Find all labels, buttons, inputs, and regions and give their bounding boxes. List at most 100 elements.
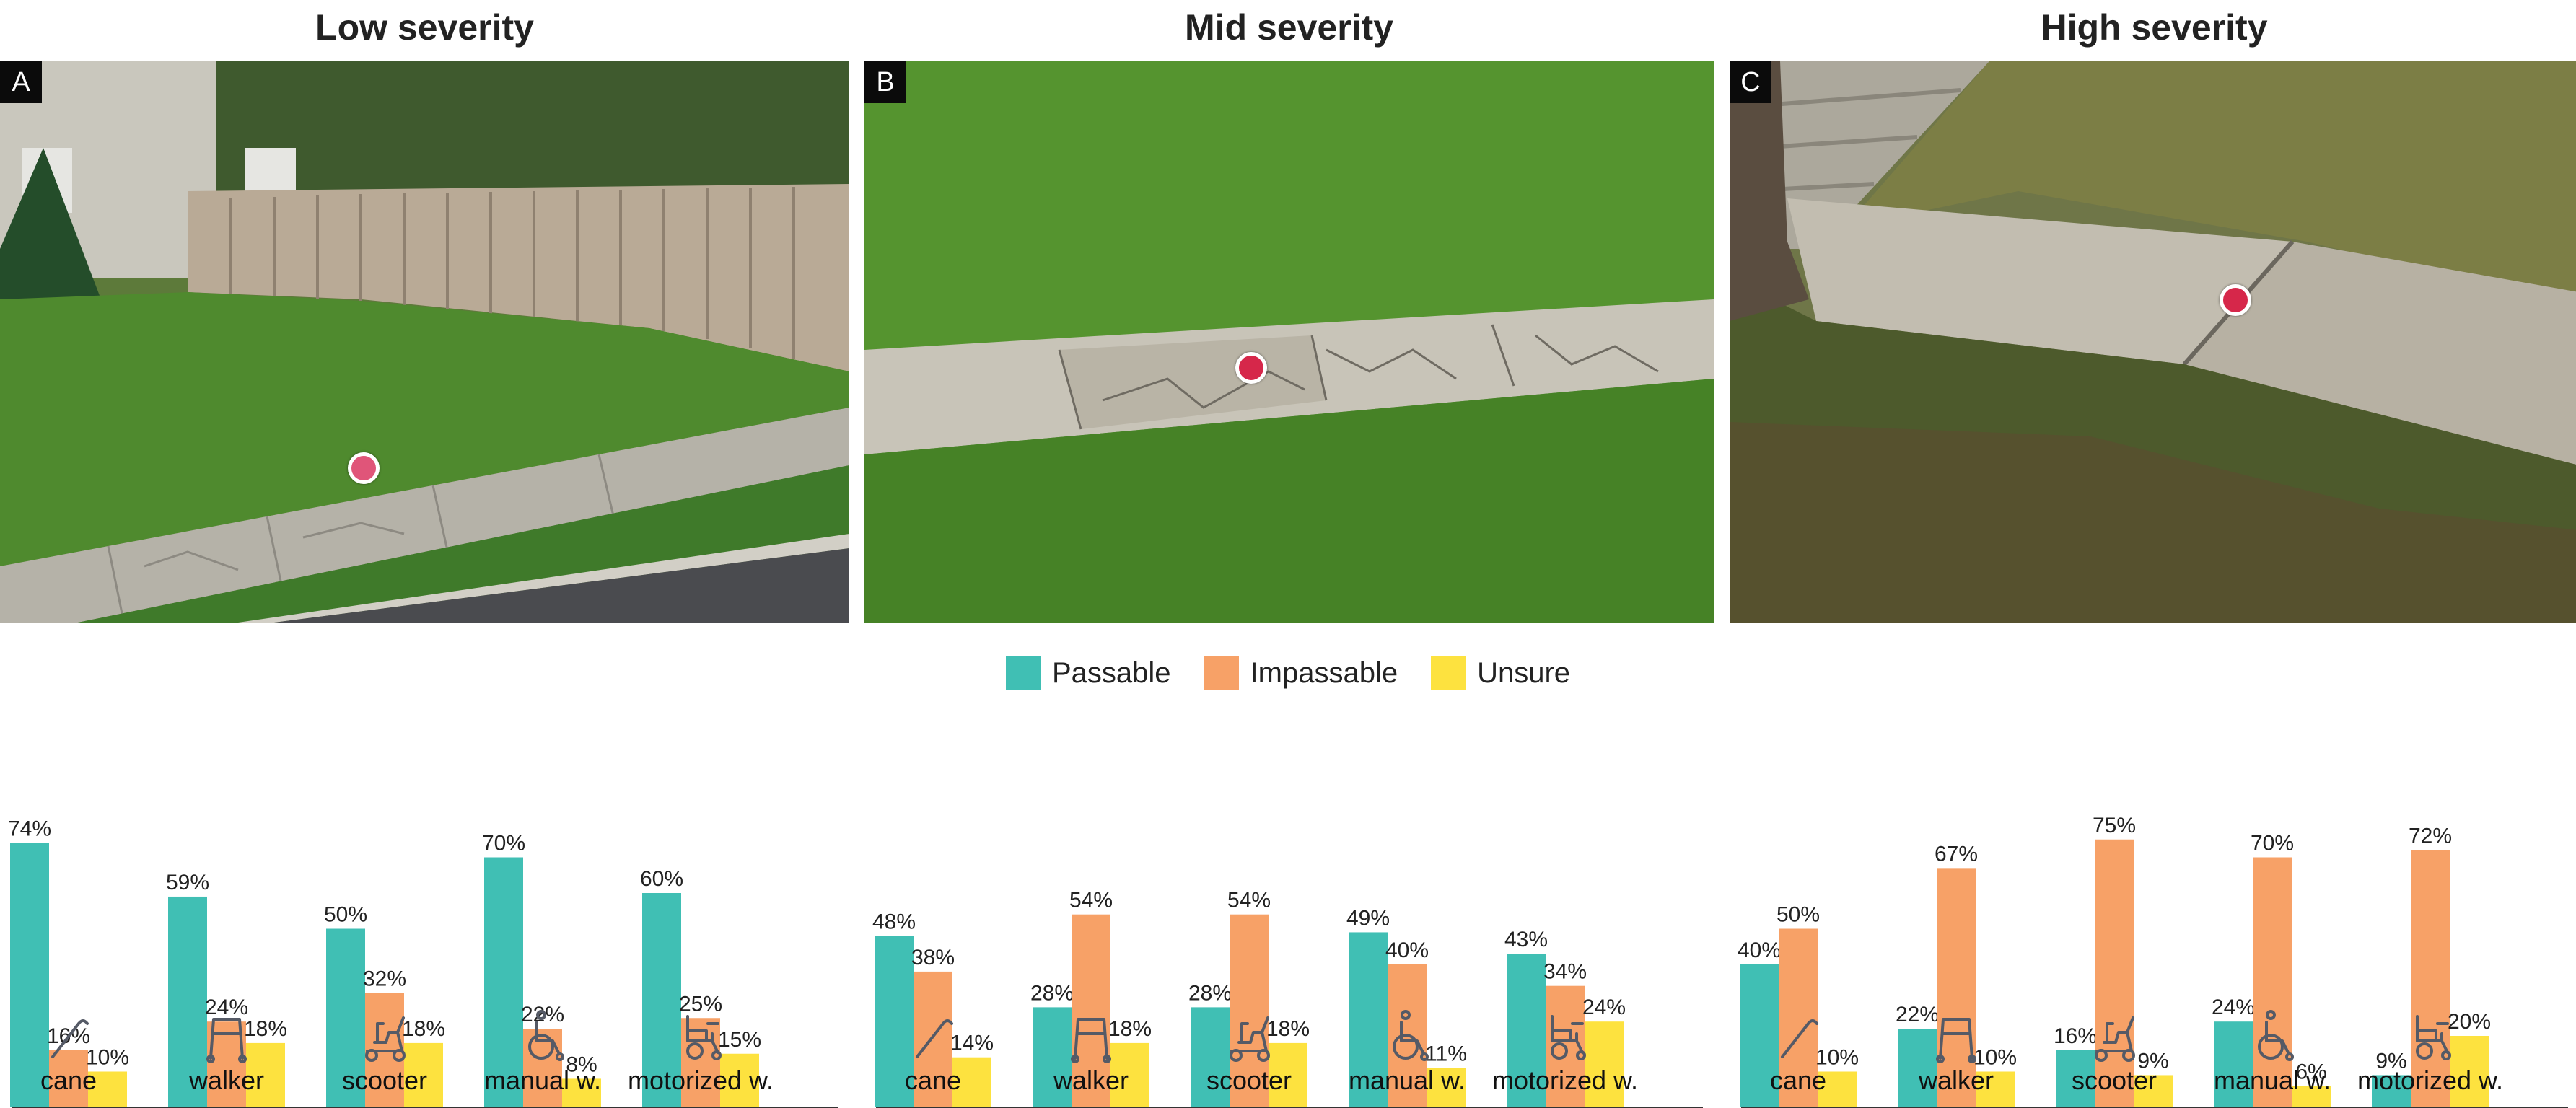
bar-unsure-motorized-w [1585,1021,1624,1107]
data-label: 75% [2093,814,2136,837]
obstacle-marker [1235,352,1267,384]
data-label: 16% [2054,1024,2097,1048]
data-label: 10% [1815,1046,1859,1070]
photo-scene [1730,61,2576,623]
bar-impassable-walker [1937,868,1976,1107]
data-label: 38% [911,946,955,970]
bar-passable-walker [168,896,207,1107]
bar-impassable-motorized-w [2411,850,2450,1107]
bar-impassable-cane [49,1050,88,1107]
tick-label: manual w. [1349,1065,1466,1095]
bar-passable-scooter [1191,1007,1230,1107]
bar-passable-walker [1033,1007,1072,1107]
cane-icon [1781,1019,1818,1058]
cane-icon [51,1019,89,1058]
legend-item-passable: Passable [1005,656,1171,690]
tick-label: motorized w. [628,1065,774,1095]
sidewalk-photo-mid-severity: B [864,61,1714,623]
bar-impassable-cane [1779,928,1818,1107]
panel-letter: C [1730,61,1771,103]
photo-scene [0,61,849,623]
data-label: 9% [2137,1049,2168,1073]
motorized-wheelchair-icon [1551,1015,1586,1060]
data-label: 72% [2409,825,2452,848]
obstacle-marker [348,452,380,484]
data-label: 28% [1030,981,1074,1005]
bar-passable-scooter [2056,1050,2095,1107]
bar-unsure-cane [952,1057,991,1107]
data-label: 28% [1188,981,1232,1005]
bar-unsure-walker [246,1042,285,1107]
legend-item-unsure: Unsure [1431,656,1570,690]
data-label: 34% [1543,960,1587,984]
legend-label: Impassable [1250,656,1398,689]
tick-label: motorized w. [1492,1065,1638,1095]
tick-label: walker [1053,1065,1129,1095]
bar-unsure-cane [88,1071,127,1107]
tick-label: scooter [1206,1065,1292,1095]
panel-title: Low severity [315,7,534,48]
data-label: 54% [1069,889,1113,913]
data-label: 67% [1935,842,1978,866]
scooter-icon [1230,1016,1270,1062]
data-label: 22% [521,1003,564,1026]
data-label: 18% [244,1017,287,1041]
data-label: 15% [718,1028,761,1052]
bar-unsure-motorized-w [2450,1036,2489,1107]
bar-impassable-cane [914,971,952,1107]
data-label: 14% [950,1032,994,1055]
data-label: 40% [1385,938,1429,962]
legend-label: Unsure [1477,656,1571,689]
legend-swatch [1204,656,1239,690]
scooter-icon [365,1016,406,1062]
tick-label: walker [188,1065,264,1095]
data-label: 25% [679,992,722,1016]
legend-swatch [1431,656,1466,690]
data-label: 22% [1896,1003,1939,1026]
tick-label: manual w. [484,1065,601,1095]
tick-label: cane [1770,1065,1826,1095]
data-label: 70% [482,832,525,856]
walker-icon [206,1018,247,1063]
data-label: 8% [566,1052,597,1076]
bar-impassable-scooter [2095,839,2134,1107]
data-label: 24% [205,995,248,1019]
data-label: 6% [2295,1060,2326,1083]
bar-unsure-motorized-w [720,1053,759,1107]
bar-passable-manual-w [484,857,523,1107]
data-label: 43% [1504,928,1548,951]
bar-passable-motorized-w [642,893,681,1107]
bar-passable-scooter [326,928,365,1107]
legend-swatch [1005,656,1041,690]
sidewalk-photo-low-severity: A [0,61,849,623]
bar-unsure-scooter [1269,1042,1307,1107]
chart-mid-severity: 48% 38% 14% cane 28% 54% 18% walker 28% 54% 18% sco… [872,889,1703,1108]
data-label: 24% [1582,995,1626,1019]
walker-icon [1071,1018,1111,1063]
panel-title: Mid severity [1184,7,1393,48]
data-label: 10% [86,1046,129,1070]
panel-low-severity: Low severity [0,0,849,1108]
bar-unsure-manual-w [562,1078,601,1107]
bar-unsure-scooter [404,1042,443,1107]
obstacle-marker [2220,284,2251,316]
photo-scene [864,61,1714,623]
data-label: 60% [640,867,683,891]
data-label: 11% [1425,1042,1467,1066]
tick-label: manual w. [2214,1065,2331,1095]
sidewalk-photo-high-severity: C [1730,61,2576,623]
data-label: 48% [872,910,916,933]
panel-title: High severity [2041,7,2268,48]
cane-icon [916,1019,953,1058]
data-label: 40% [1738,938,1781,962]
data-label: 50% [324,903,367,927]
tick-label: walker [1918,1065,1994,1095]
chart-high-severity: 40%50%10%cane22%67%10%walker16%75%9%scoo… [1738,814,2568,1108]
bar-passable-motorized-w [1507,954,1546,1107]
bar-impassable-scooter [1230,914,1269,1107]
manual-wheelchair-icon [1393,1010,1429,1061]
bar-passable-cane [1740,964,1779,1107]
data-label: 18% [1108,1017,1152,1041]
bar-impassable-manual-w [2253,857,2292,1107]
bar-passable-motorized-w [2372,1075,2411,1107]
